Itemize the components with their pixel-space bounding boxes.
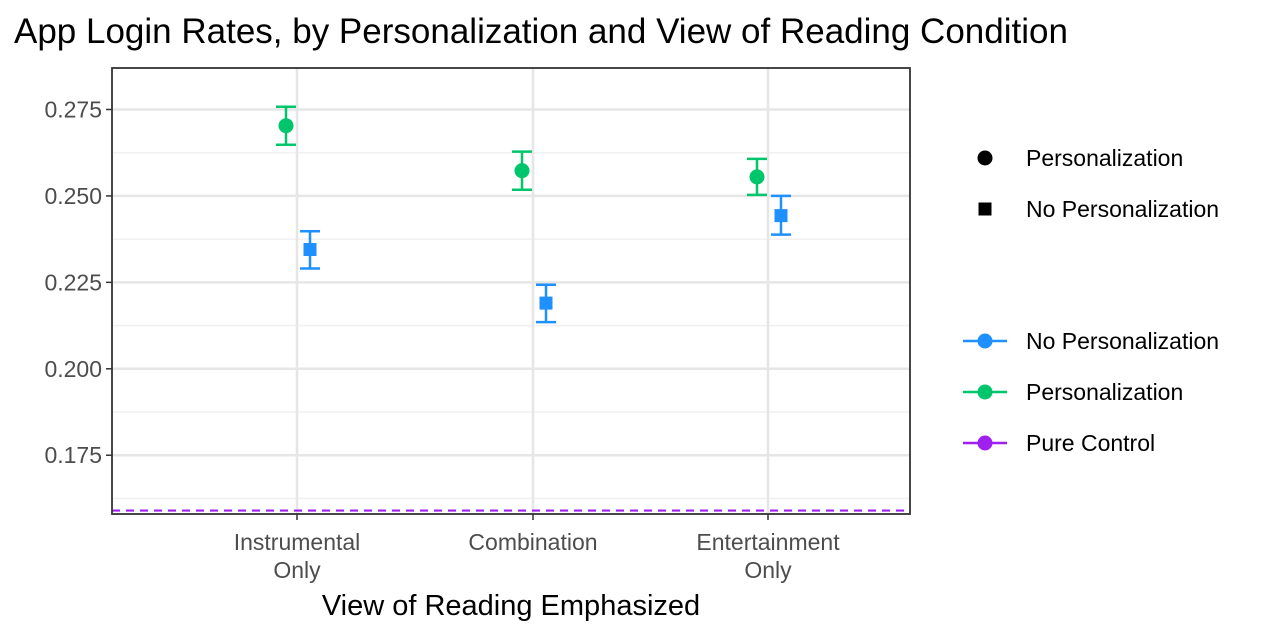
data-point-square (774, 209, 788, 223)
x-axis-title: View of Reading Emphasized (322, 590, 700, 622)
data-point-square (539, 296, 553, 310)
legend-key-square (978, 202, 992, 216)
x-tick-label: Combination (468, 529, 597, 555)
data-point-circle (749, 169, 765, 185)
y-tick-label: 0.200 (44, 356, 102, 382)
data-point-circle (514, 163, 530, 179)
x-tick-label: Instrumental Only (234, 529, 361, 583)
legend-label: Pure Control (1026, 430, 1155, 456)
y-tick-label: 0.175 (44, 442, 102, 468)
plot-panel (112, 68, 910, 514)
legend-key-dot (977, 333, 993, 349)
y-tick-label: 0.275 (44, 96, 102, 122)
legend-label: No Personalization (1026, 328, 1219, 354)
y-tick-label: 0.225 (44, 269, 102, 295)
legend-label: Personalization (1026, 379, 1183, 405)
legend-key-dot (977, 384, 993, 400)
x-tick-label: Entertainment Only (696, 529, 840, 583)
legend-label: No Personalization (1026, 196, 1219, 222)
legend-key-circle (977, 150, 993, 166)
chart-title: App Login Rates, by Personalization and … (14, 12, 1068, 51)
data-point-circle (278, 118, 294, 134)
legend-label: Personalization (1026, 145, 1183, 171)
y-tick-label: 0.250 (44, 183, 102, 209)
legend-key-dot (977, 435, 993, 451)
data-point-square (303, 243, 317, 257)
panel-border (111, 67, 911, 515)
